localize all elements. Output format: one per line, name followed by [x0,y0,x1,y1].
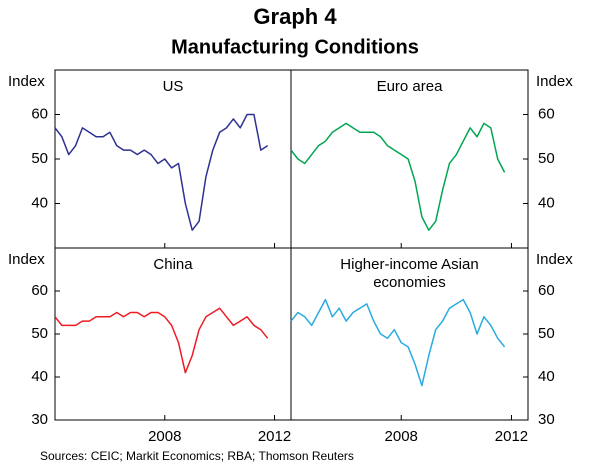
y-axis-label: Index [536,251,573,268]
panel-title: US [163,78,184,95]
y-tick-label: 30 [31,411,48,428]
x-tick-label: 2012 [258,428,291,445]
y-axis-label: Index [8,251,45,268]
y-tick-label: 50 [538,150,555,167]
series-line [54,113,269,231]
y-tick-label: 60 [538,105,555,122]
source-note: Sources: CEIC; Markit Economics; RBA; Th… [40,449,354,463]
panel-title: economies [373,274,446,291]
y-tick-label: 40 [31,368,48,385]
y-tick-label: 40 [31,194,48,211]
series-line [290,122,506,231]
y-axis-label: Index [536,73,573,90]
x-tick-label: 2012 [495,428,528,445]
y-tick-label: 40 [538,368,555,385]
panel-title: Euro area [377,78,444,95]
y-tick-label: 30 [538,411,555,428]
y-tick-label: 60 [538,282,555,299]
chart-subtitle: Manufacturing Conditions [171,36,419,58]
chart-title: Graph 4 [253,4,337,29]
panel-title: China [153,256,193,273]
y-tick-label: 50 [31,325,48,342]
panel-title: Higher-income Asian [340,256,478,273]
y-tick-label: 60 [31,282,48,299]
y-tick-label: 50 [31,150,48,167]
y-tick-label: 50 [538,325,555,342]
x-tick-label: 2008 [148,428,181,445]
x-tick-label: 2008 [385,428,418,445]
y-axis-label: Index [8,73,45,90]
series-line [54,307,269,374]
y-tick-label: 40 [538,194,555,211]
series-line [290,298,506,387]
y-tick-label: 60 [31,105,48,122]
